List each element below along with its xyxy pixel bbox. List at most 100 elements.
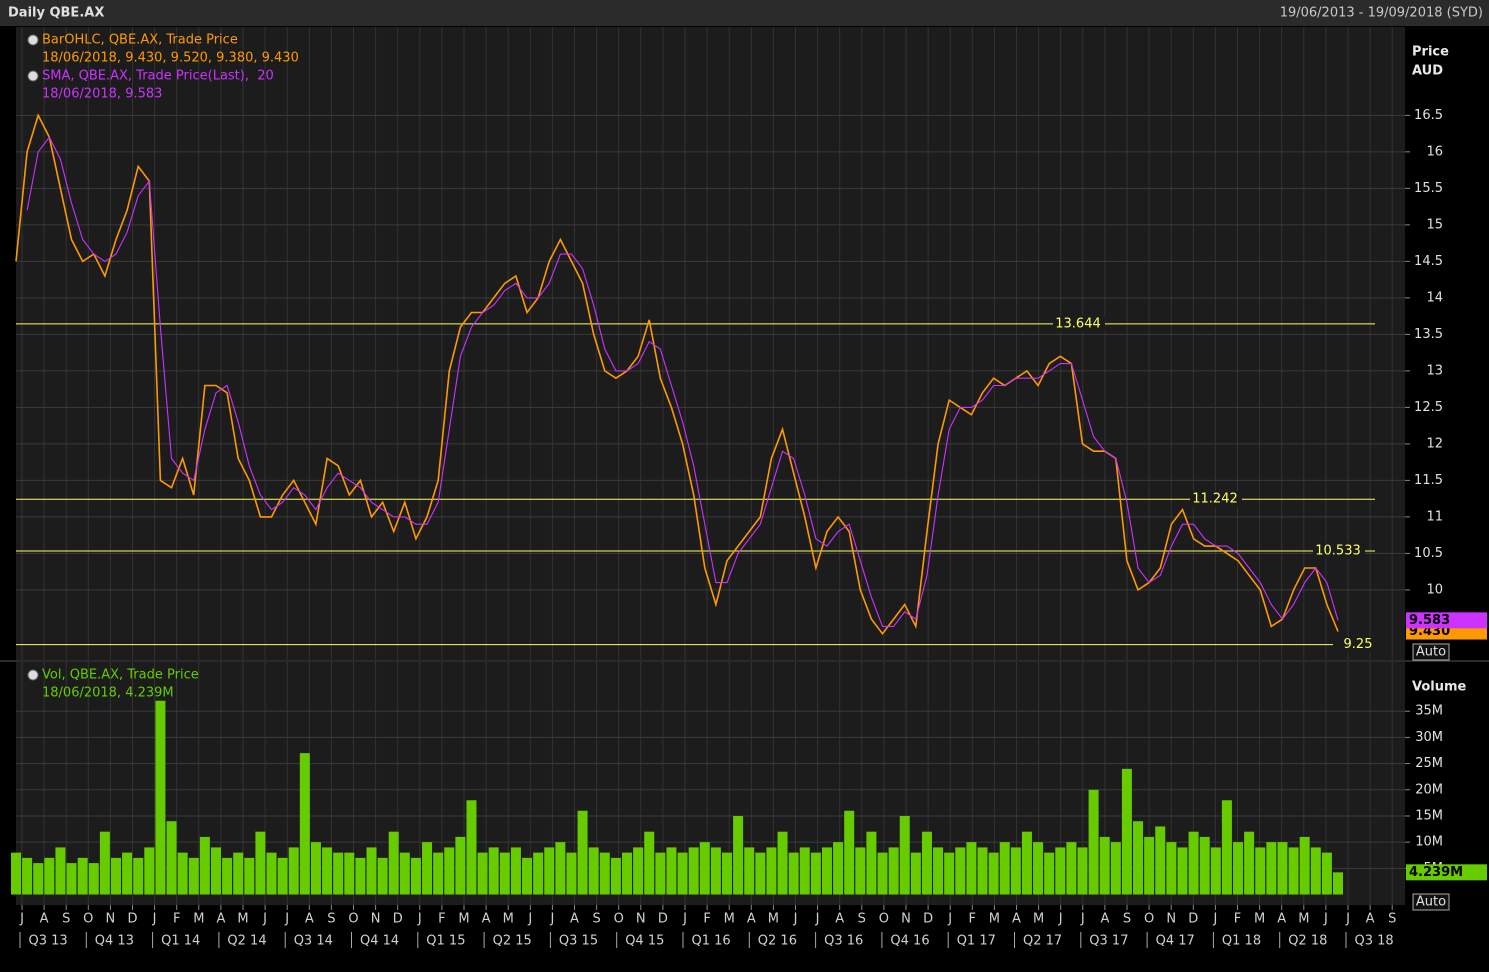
y-tick-label: 15M	[1415, 808, 1443, 823]
month-label: J	[152, 912, 157, 927]
month-label: J	[1080, 912, 1085, 927]
volume-bar	[1077, 847, 1088, 895]
volume-bar	[477, 852, 488, 895]
month-label: A	[1366, 912, 1375, 927]
axis-unit: AUD	[1412, 64, 1443, 79]
volume-bar	[644, 831, 655, 895]
volume-bar	[88, 863, 99, 895]
quarter-label: Q3 13	[29, 934, 68, 949]
month-label: A	[570, 912, 579, 927]
y-tick-label: 25M	[1415, 756, 1443, 771]
volume-bar	[833, 842, 844, 895]
volume-bar	[1066, 842, 1077, 895]
volume-bar	[310, 842, 321, 895]
volume-bar	[277, 857, 288, 895]
legend-icon	[27, 34, 39, 46]
y-tick-label: 10M	[1415, 835, 1443, 850]
volume-bar	[1099, 836, 1110, 895]
quarter-label: Q3 15	[559, 934, 598, 949]
volume-bar	[66, 863, 77, 895]
volume-bar	[1177, 847, 1188, 895]
volume-bar	[622, 852, 633, 895]
volume-bar	[588, 847, 599, 895]
volume-bar	[855, 847, 866, 895]
y-tick-label: 14.5	[1414, 254, 1443, 269]
volume-bar	[710, 847, 721, 895]
volume-bar	[1299, 836, 1310, 895]
month-label: F	[969, 912, 976, 927]
volume-bar	[399, 852, 410, 895]
header-bar	[0, 0, 1489, 26]
header-title: Daily QBE.AX	[8, 6, 104, 21]
month-label: M	[724, 912, 735, 927]
volume-bar	[222, 857, 233, 895]
volume-bar	[577, 810, 588, 895]
volume-bar	[555, 842, 566, 895]
volume-bar	[810, 852, 821, 895]
volume-bar	[977, 847, 988, 895]
y-tick-label: 14	[1426, 290, 1443, 305]
volume-bar	[11, 852, 21, 895]
month-label: F	[703, 912, 710, 927]
volume-bar	[699, 842, 710, 895]
volume-bar	[755, 852, 766, 895]
month-label: D	[1188, 912, 1198, 927]
month-label: F	[173, 912, 180, 927]
month-label: M	[237, 912, 248, 927]
month-label: S	[327, 912, 335, 927]
axis-title: Volume	[1412, 680, 1467, 695]
month-label: A	[835, 912, 844, 927]
month-label: A	[40, 912, 49, 927]
scale-button[interactable]	[1412, 893, 1450, 911]
month-label: J	[19, 912, 24, 927]
y-tick-label: 13.5	[1414, 327, 1443, 342]
volume-bar	[210, 847, 221, 895]
quarter-label: Q1 15	[426, 934, 465, 949]
month-label: J	[947, 912, 952, 927]
volume-bar	[1188, 831, 1199, 895]
month-label: J	[549, 912, 554, 927]
volume-bar	[255, 831, 266, 895]
volume-bar	[955, 847, 966, 895]
volume-bar	[566, 852, 577, 895]
volume-bar	[388, 831, 399, 895]
scale-button-label[interactable]: Auto	[1416, 895, 1446, 910]
volume-bar	[888, 847, 899, 895]
scale-button[interactable]	[1412, 643, 1450, 661]
volume-bar	[133, 857, 144, 895]
month-label: A	[747, 912, 756, 927]
quarter-label: Q1 18	[1222, 934, 1261, 949]
month-label: M	[193, 912, 204, 927]
volume-bar	[1166, 842, 1177, 895]
quarter-label: Q2 15	[493, 934, 532, 949]
scale-button-label[interactable]: Auto	[1416, 645, 1446, 660]
legend-detail: 18/06/2018, 4.239M	[42, 686, 174, 701]
month-label: J	[1058, 912, 1063, 927]
last-value-label: 9.583	[1409, 613, 1450, 628]
volume-bar	[1210, 847, 1221, 895]
volume-bar	[1021, 831, 1032, 895]
quarter-label: Q1 17	[957, 934, 996, 949]
month-label: M	[458, 912, 469, 927]
y-tick-label: 11.5	[1414, 473, 1443, 488]
legend-icon	[27, 70, 39, 82]
month-label: M	[768, 912, 779, 927]
month-label: O	[879, 912, 889, 927]
month-label: O	[83, 912, 93, 927]
month-label: J	[284, 912, 289, 927]
volume-bar	[999, 842, 1010, 895]
volume-bar	[333, 852, 344, 895]
last-value-tag	[1406, 864, 1487, 881]
volume-bar	[355, 857, 366, 895]
last-value-tag	[1406, 612, 1487, 629]
volume-bar	[988, 852, 999, 895]
volume-bar	[155, 700, 166, 895]
volume-bar	[177, 852, 188, 895]
month-label: D	[393, 912, 403, 927]
volume-bar	[1055, 847, 1066, 895]
month-label: A	[1012, 912, 1021, 927]
volume-bar	[266, 852, 277, 895]
volume-bar	[110, 857, 121, 895]
month-label: S	[592, 912, 600, 927]
